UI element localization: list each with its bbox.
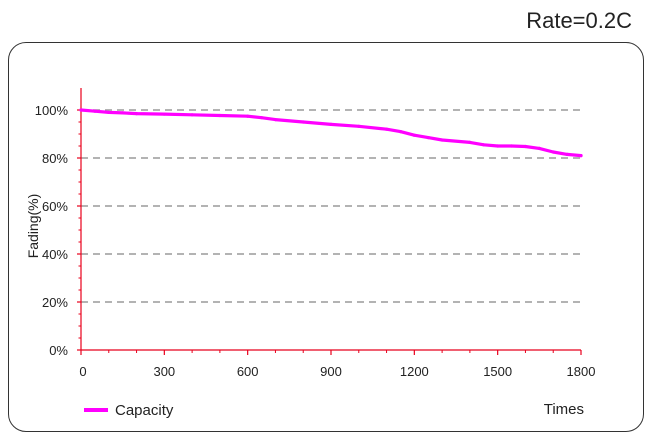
series-point — [162, 112, 166, 116]
series-point — [218, 113, 222, 118]
series-point — [565, 152, 569, 156]
rate-label: Rate=0.2C — [526, 8, 632, 33]
series-point — [426, 136, 430, 140]
y-tick-label: 100% — [35, 103, 69, 118]
grid-lines — [81, 109, 581, 303]
y-tick-label: 40% — [42, 247, 68, 262]
ticks: 0% 20% 40% 60% 80% 100% 0 300 600 900 1200 1500 1800 — [35, 103, 596, 379]
y-tick-label: 20% — [42, 295, 68, 310]
series-point — [579, 154, 583, 158]
series-point — [468, 140, 472, 144]
x-tick-label: 1800 — [567, 364, 596, 379]
x-tick-label: 0 — [79, 364, 86, 379]
series-line-0 — [79, 108, 583, 158]
series-point — [482, 143, 486, 147]
series-point — [398, 130, 403, 134]
x-tick-label: 1500 — [483, 364, 512, 379]
series-point — [107, 110, 111, 114]
legend: Capacity — [84, 402, 174, 419]
series-point — [551, 150, 555, 154]
series-point — [79, 108, 83, 112]
series-point — [496, 144, 500, 148]
legend-label: Capacity — [115, 402, 174, 419]
series-point — [246, 114, 250, 118]
series-point — [93, 109, 97, 113]
y-tick-label: 80% — [42, 151, 68, 166]
x-tick-label: 300 — [153, 364, 175, 379]
x-tick-label: 600 — [237, 364, 259, 379]
y-tick-label: 60% — [42, 199, 68, 214]
series-point — [259, 116, 264, 120]
series-point — [357, 124, 361, 128]
chart-frame — [8, 42, 644, 432]
series-point — [121, 111, 125, 115]
series-point — [537, 146, 541, 150]
y-tick-label: 0% — [49, 343, 68, 358]
series-point — [301, 120, 305, 124]
x-tick-label: 1200 — [400, 364, 429, 379]
series-point — [509, 144, 514, 148]
series-point — [440, 138, 444, 142]
x-tick-label: 900 — [320, 364, 342, 379]
series-point — [384, 127, 389, 131]
series-point — [190, 113, 194, 117]
series-layer — [79, 108, 583, 158]
y-axis-label: Fading(%) — [25, 194, 41, 259]
series-point — [273, 118, 278, 122]
series-point — [412, 133, 416, 137]
series-point — [523, 144, 528, 149]
series-point — [329, 122, 333, 126]
series-point — [134, 112, 139, 116]
x-axis-label: Times — [544, 401, 584, 418]
axes — [80, 88, 581, 351]
